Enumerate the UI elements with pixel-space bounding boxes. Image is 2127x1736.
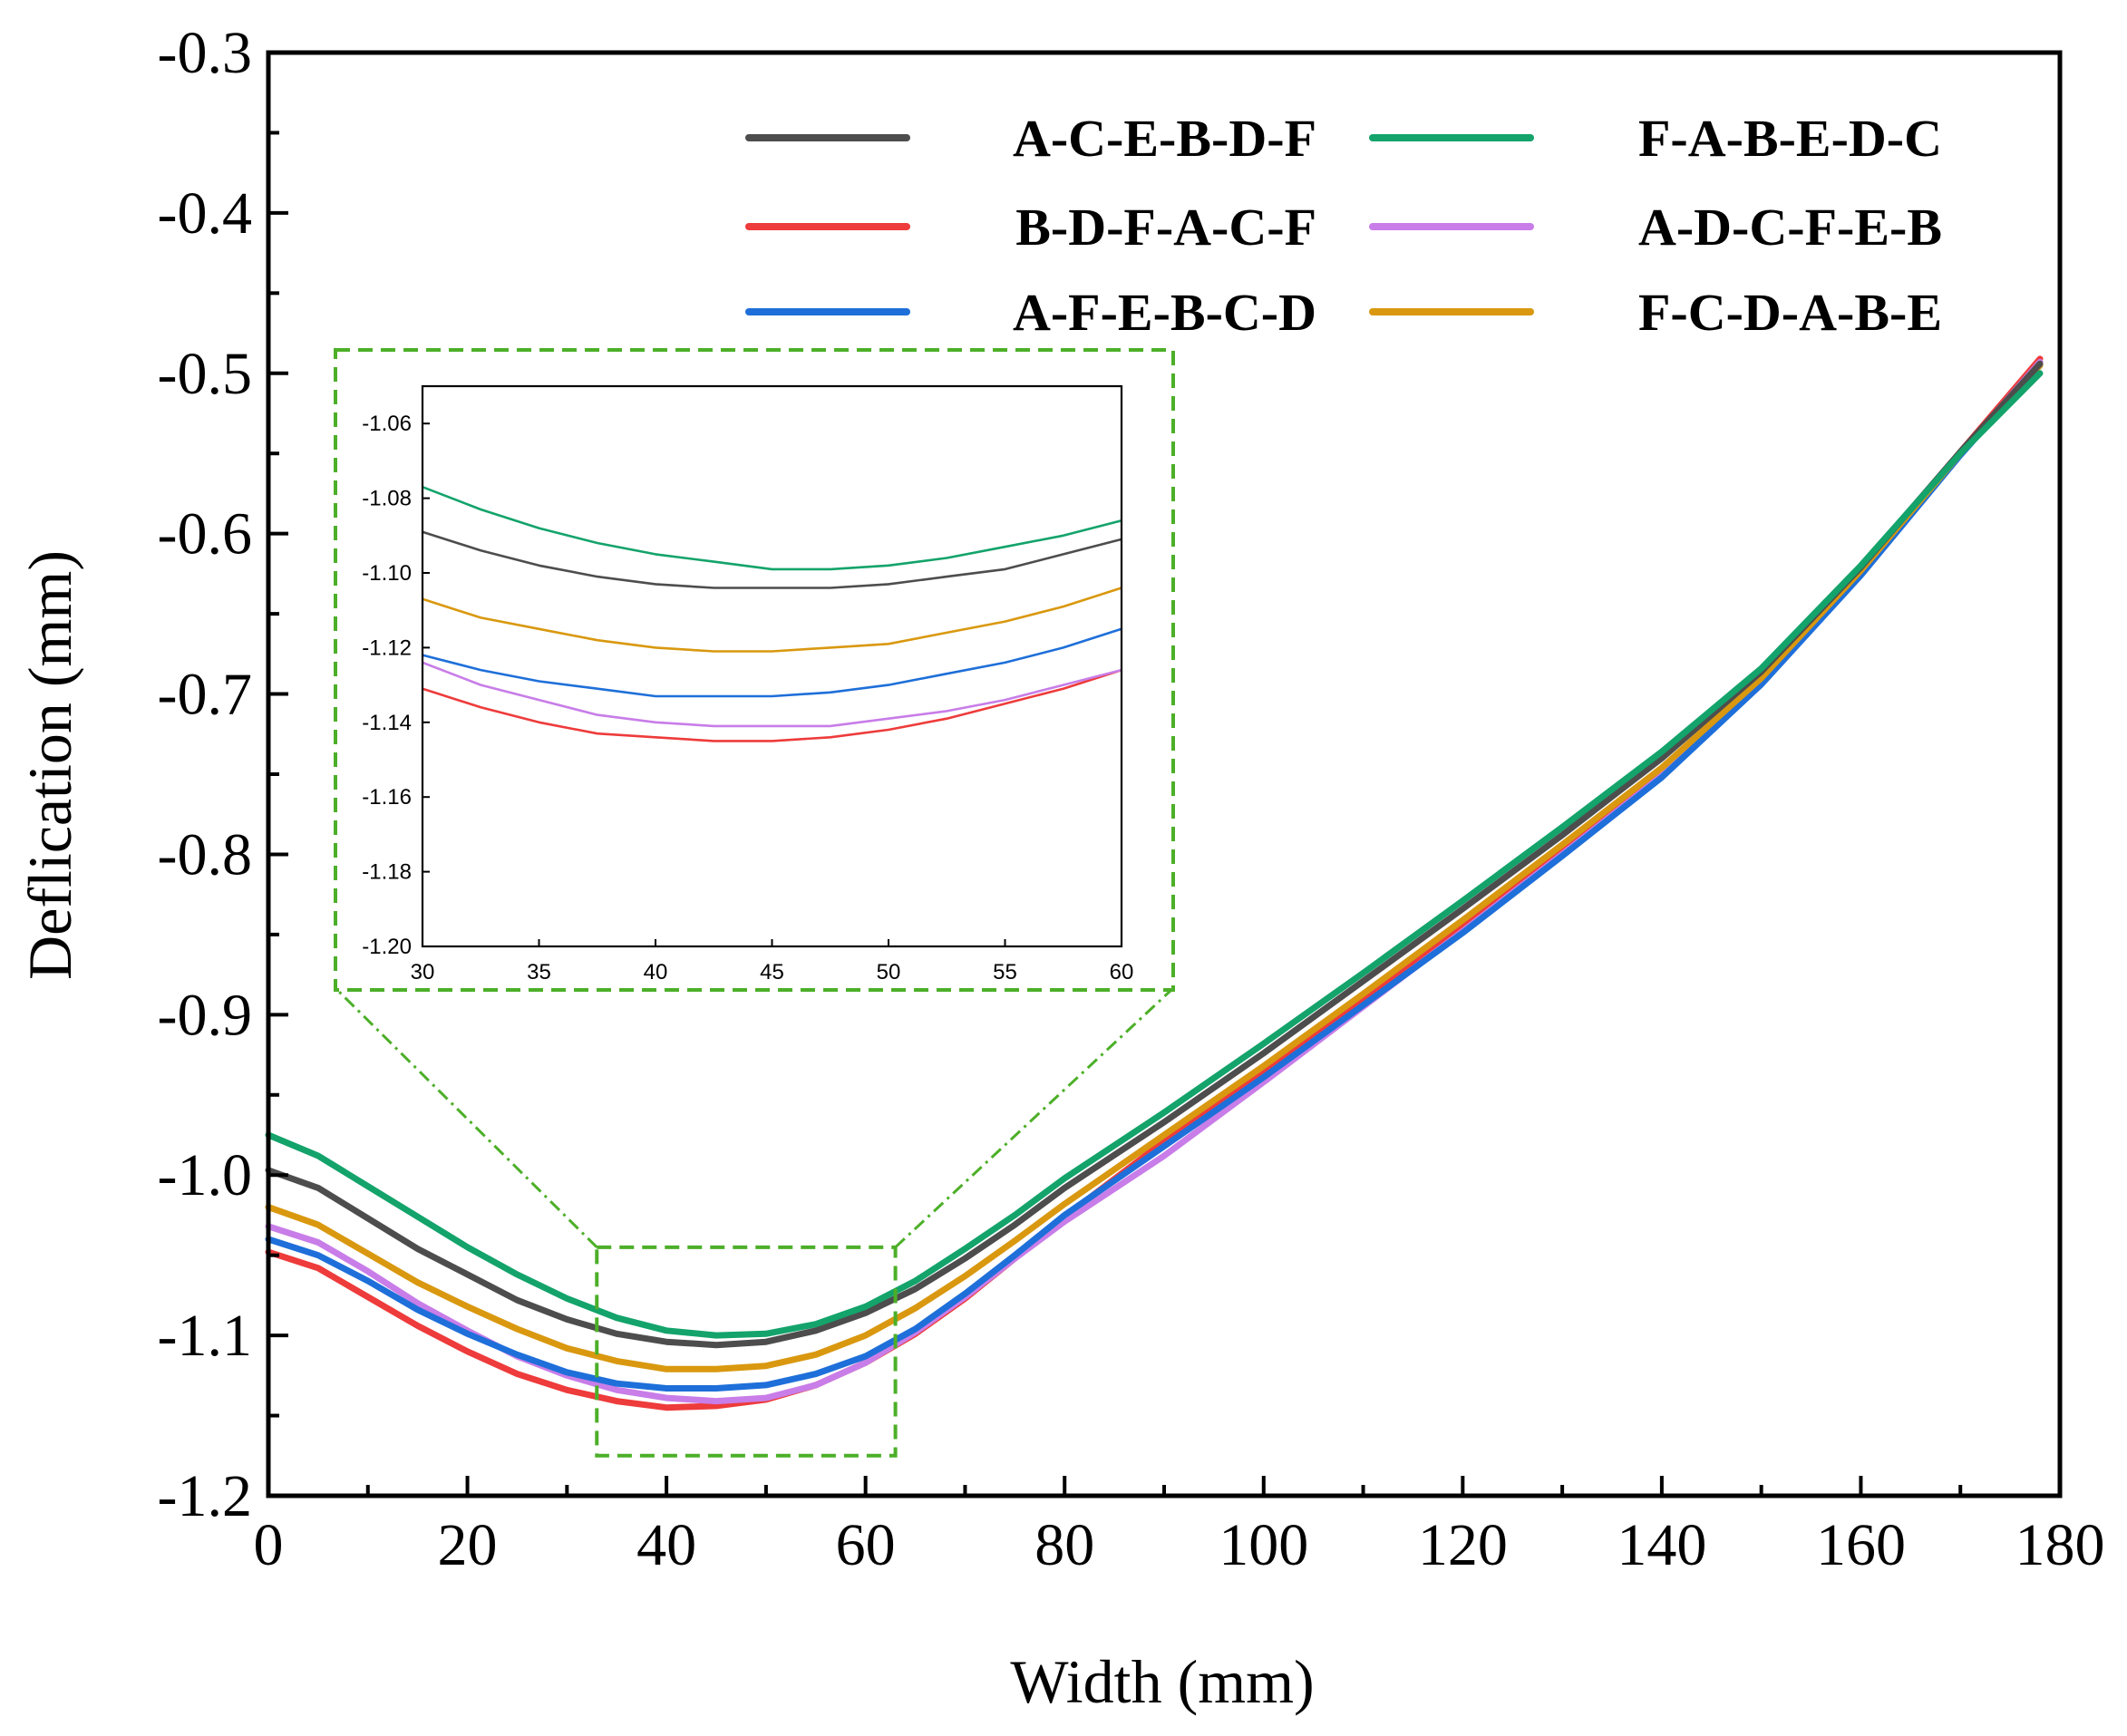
y-tick-label: -0.7 <box>158 662 252 728</box>
main-axes: 0 20 40 60 80 100 120 140 160 180 -1.2 -1.1 -1.0 -0.9… <box>158 20 2105 1578</box>
inset-y-tick-label: -1.08 <box>362 487 412 511</box>
x-tick-label: 20 <box>438 1512 498 1578</box>
zoom-indicator <box>334 348 1175 1458</box>
y-tick-label: -0.6 <box>158 501 252 567</box>
y-tick-label: -0.4 <box>158 180 252 247</box>
legend-label-F-A-B-E-D-C: F-A-B-E-D-C <box>1638 109 1942 168</box>
main-series-layer <box>265 355 2044 1411</box>
inset-y-tick-label: -1.14 <box>362 711 412 735</box>
inset-y-tick-label: -1.18 <box>362 860 412 885</box>
y-tick-label: -0.9 <box>158 982 252 1048</box>
x-tick-label: 80 <box>1034 1512 1094 1578</box>
inset-x-tick-label: 30 <box>411 960 435 984</box>
x-tick-label: 40 <box>636 1512 696 1578</box>
legend-label-F-C-D-A-B-E: F-C-D-A-B-E <box>1638 283 1942 342</box>
inset-y-tick-label: -1.06 <box>362 412 412 436</box>
x-tick-label: 0 <box>254 1512 284 1578</box>
inset-x-tick-label: 60 <box>1110 960 1134 984</box>
inset-y-tick-label: -1.16 <box>362 785 412 810</box>
y-tick-label: -1.1 <box>158 1303 252 1369</box>
legend-label-A-D-C-F-E-B: A-D-C-F-E-B <box>1638 198 1942 257</box>
legend-label-A-C-E-B-D-F: A-C-E-B-D-F <box>1013 109 1316 168</box>
y-tick-label: -1.2 <box>158 1463 252 1529</box>
inset-series-line-F-A-B-E-D-C <box>422 485 1122 571</box>
series-line-A-C-E-B-D-F <box>265 360 2044 1349</box>
legend: A-C-E-B-D-F B-D-F-A-C-F A-F-E-B-C-D F-A-B-E… <box>745 109 1942 342</box>
y-tick-label: -0.5 <box>158 341 252 407</box>
inset-y-tick-label: -1.12 <box>362 635 412 660</box>
inset-x-tick-label: 45 <box>760 960 784 984</box>
inset-y-tick-label: -1.10 <box>362 561 412 586</box>
series-line-A-F-E-B-C-D <box>265 362 2044 1392</box>
y-axis-label: Deflication (mm) <box>15 550 84 980</box>
inset-series-line-A-F-E-B-C-D <box>422 627 1122 698</box>
x-tick-label: 140 <box>1617 1512 1706 1578</box>
legend-label-B-D-F-A-C-F: B-D-F-A-C-F <box>1015 198 1316 257</box>
inset-frame-box <box>334 348 1175 992</box>
x-tick-label: 160 <box>1816 1512 1906 1578</box>
inset-series-line-B-D-F-A-C-F <box>422 668 1122 742</box>
inset-series-line-F-C-D-A-B-E <box>422 587 1122 653</box>
x-tick-label: 180 <box>2015 1512 2105 1578</box>
zoom-connector-left <box>335 988 598 1248</box>
x-tick-label: 100 <box>1219 1512 1308 1578</box>
inset-background <box>337 352 1171 988</box>
x-tick-label: 120 <box>1418 1512 1508 1578</box>
x-axis-label: Width (mm) <box>1010 1647 1314 1716</box>
y-tick-label: -0.3 <box>158 20 252 86</box>
x-tick-label: 60 <box>836 1512 896 1578</box>
series-line-F-C-D-A-B-E <box>265 362 2044 1372</box>
inset-x-tick-label: 35 <box>527 960 551 984</box>
inset-series-line-A-C-E-B-D-F <box>422 530 1122 589</box>
legend-label-A-F-E-B-C-D: A-F-E-B-C-D <box>1013 283 1316 342</box>
inset-x-tick-label: 50 <box>877 960 901 984</box>
inset-series-line-A-D-C-F-E-B <box>422 661 1122 728</box>
inset-x-tick-label: 40 <box>644 960 668 984</box>
inset-chart: 30 35 40 45 50 55 60 -1.20 -1.18 -1.16 -1.14 -1.12 -… <box>337 352 1171 988</box>
y-tick-label: -0.8 <box>158 821 252 887</box>
zoom-box <box>595 1245 898 1458</box>
inset-x-tick-label: 55 <box>993 960 1017 984</box>
y-tick-label: -1.0 <box>158 1142 252 1208</box>
zoom-connector-right <box>894 988 1173 1248</box>
inset-y-tick-label: -1.20 <box>362 935 412 959</box>
series-line-F-A-B-E-D-C <box>265 370 2044 1339</box>
